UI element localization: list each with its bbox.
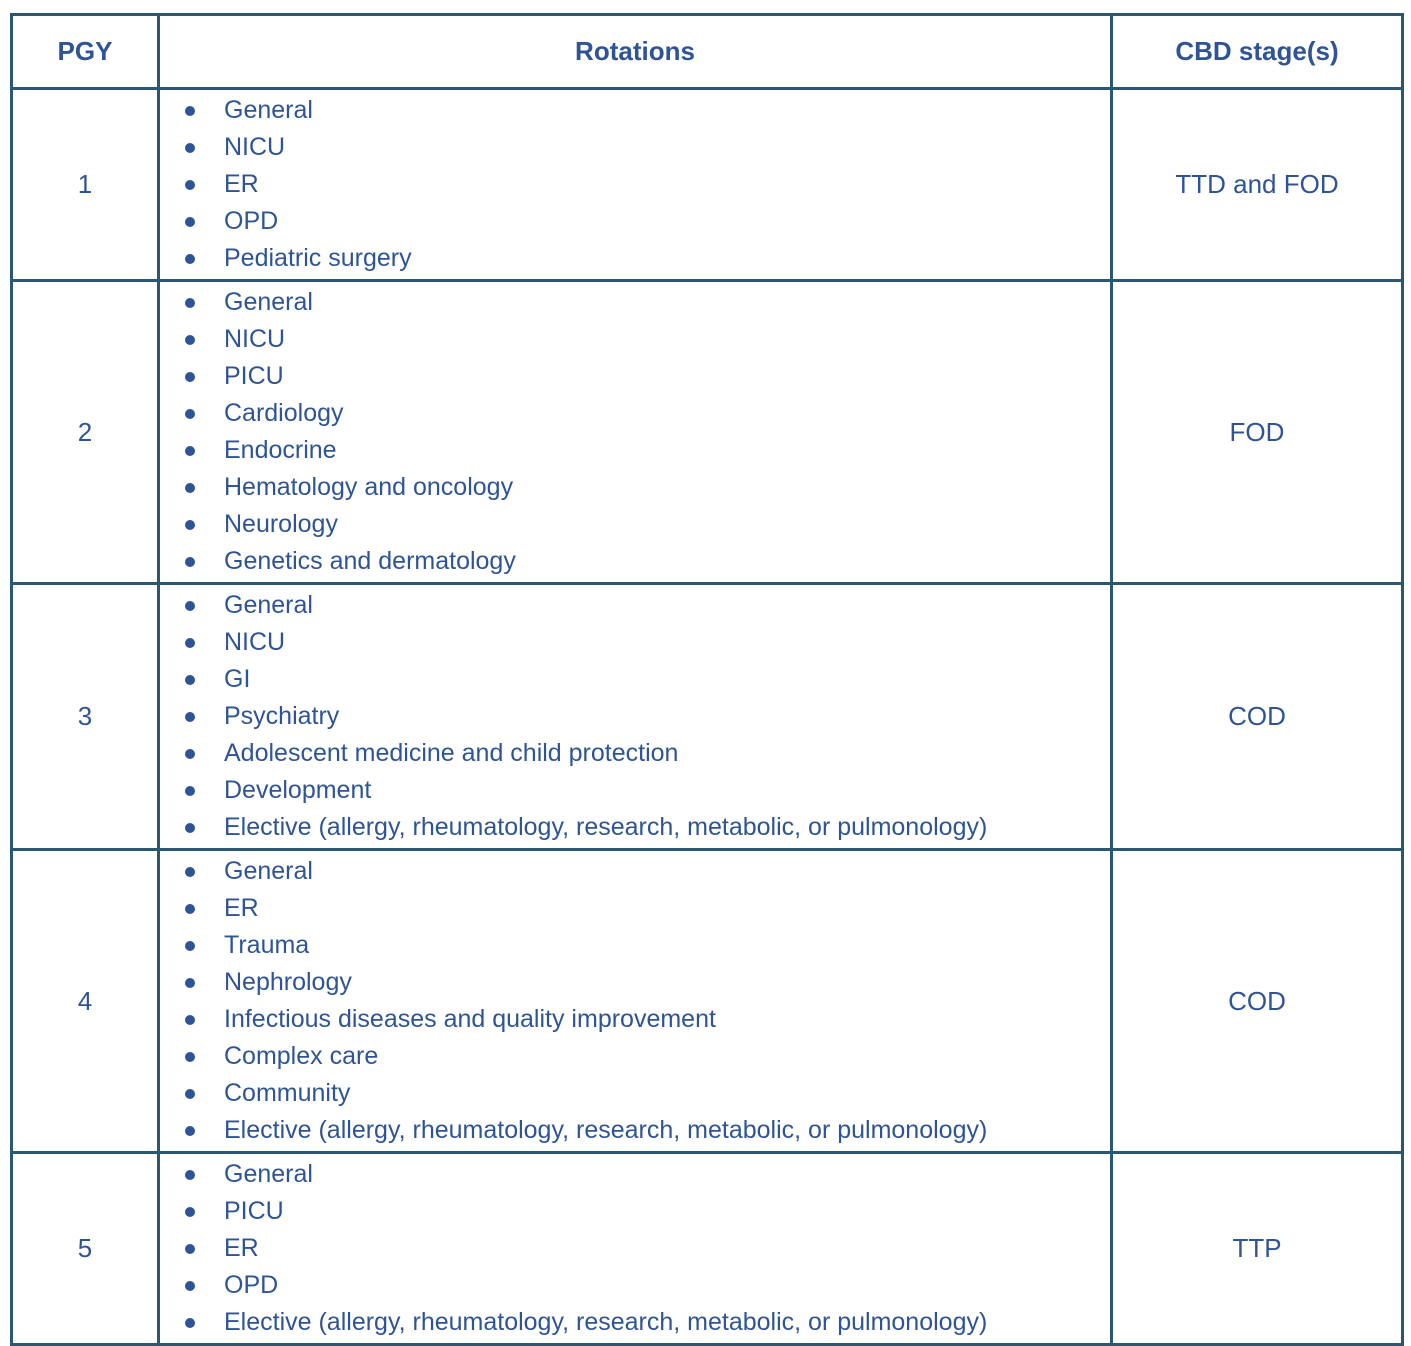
rotation-item: Elective (allergy, rheumatology, researc… (160, 1112, 1100, 1149)
rotation-item: General (160, 284, 1100, 321)
rotation-item: Endocrine (160, 432, 1100, 469)
rotations-table: PGY Rotations CBD stage(s) 1 General NICU E… (10, 13, 1404, 1346)
rotation-item: PICU (160, 358, 1100, 395)
rotations-cell: General PICU ER OPD Elective (allergy, rheum… (157, 1151, 1113, 1346)
rotations-list: General PICU ER OPD Elective (allergy, rheum… (160, 1156, 1100, 1341)
header-rotations: Rotations (157, 13, 1113, 90)
rotations-cell: General NICU ER OPD Pediatric surgery (157, 87, 1113, 282)
header-pgy: PGY (10, 13, 160, 90)
rotation-item: Neurology (160, 506, 1100, 543)
rotations-cell: General ER Trauma Nephrology Infectious dise… (157, 848, 1113, 1154)
rotation-item: Elective (allergy, rheumatology, researc… (160, 1304, 1100, 1341)
rotation-item: Infectious diseases and quality improvem… (160, 1001, 1100, 1038)
rotations-cell: General NICU PICU Cardiology Endocrine Hemato… (157, 279, 1113, 585)
cbd-cell: COD (1110, 582, 1404, 851)
pgy-cell: 2 (10, 279, 160, 585)
table-row: 5 General PICU ER OPD Elective (allergy, rheu… (10, 1151, 1404, 1346)
table-row: 4 General ER Trauma Nephrology Infectious dis… (10, 848, 1404, 1154)
rotation-item: NICU (160, 624, 1100, 661)
rotation-item: Community (160, 1075, 1100, 1112)
rotation-item: General (160, 92, 1100, 129)
rotation-item: GI (160, 661, 1100, 698)
header-cbd-stages: CBD stage(s) (1110, 13, 1404, 90)
rotation-item: Psychiatry (160, 698, 1100, 735)
rotation-item: Development (160, 772, 1100, 809)
rotation-item: ER (160, 890, 1100, 927)
rotation-item: Elective (allergy, rheumatology, researc… (160, 809, 1100, 846)
rotation-item: Complex care (160, 1038, 1100, 1075)
rotation-item: Cardiology (160, 395, 1100, 432)
rotations-list: General ER Trauma Nephrology Infectious dise… (160, 853, 1100, 1149)
rotations-list: General NICU PICU Cardiology Endocrine Hemato… (160, 284, 1100, 580)
rotation-item: Genetics and dermatology (160, 543, 1100, 580)
cbd-cell: FOD (1110, 279, 1404, 585)
cbd-cell: TTP (1110, 1151, 1404, 1346)
rotation-item: ER (160, 166, 1100, 203)
rotation-item: Trauma (160, 927, 1100, 964)
rotation-item: ER (160, 1230, 1100, 1267)
rotation-item: Nephrology (160, 964, 1100, 1001)
rotation-item: PICU (160, 1193, 1100, 1230)
pgy-cell: 4 (10, 848, 160, 1154)
pgy-cell: 5 (10, 1151, 160, 1346)
rotation-item: OPD (160, 203, 1100, 240)
table-row: 3 General NICU GI Psychiatry Adolescent medic… (10, 582, 1404, 851)
rotations-cell: General NICU GI Psychiatry Adolescent medici… (157, 582, 1113, 851)
rotation-item: Adolescent medicine and child protection (160, 735, 1100, 772)
rotations-list: General NICU ER OPD Pediatric surgery (160, 92, 1100, 277)
rotation-item: NICU (160, 321, 1100, 358)
table-row: 1 General NICU ER OPD Pediatric surgery TTD an… (10, 87, 1404, 282)
rotation-item: NICU (160, 129, 1100, 166)
header-row: PGY Rotations CBD stage(s) (10, 13, 1404, 90)
rotations-list: General NICU GI Psychiatry Adolescent medici… (160, 587, 1100, 846)
cbd-cell: COD (1110, 848, 1404, 1154)
rotation-item: General (160, 1156, 1100, 1193)
rotation-item: Hematology and oncology (160, 469, 1100, 506)
rotation-item: General (160, 853, 1100, 890)
rotation-item: Pediatric surgery (160, 240, 1100, 277)
rotation-item: General (160, 587, 1100, 624)
cbd-cell: TTD and FOD (1110, 87, 1404, 282)
rotation-item: OPD (160, 1267, 1100, 1304)
pgy-cell: 3 (10, 582, 160, 851)
pgy-cell: 1 (10, 87, 160, 282)
table-row: 2 General NICU PICU Cardiology Endocrine Hemat… (10, 279, 1404, 585)
